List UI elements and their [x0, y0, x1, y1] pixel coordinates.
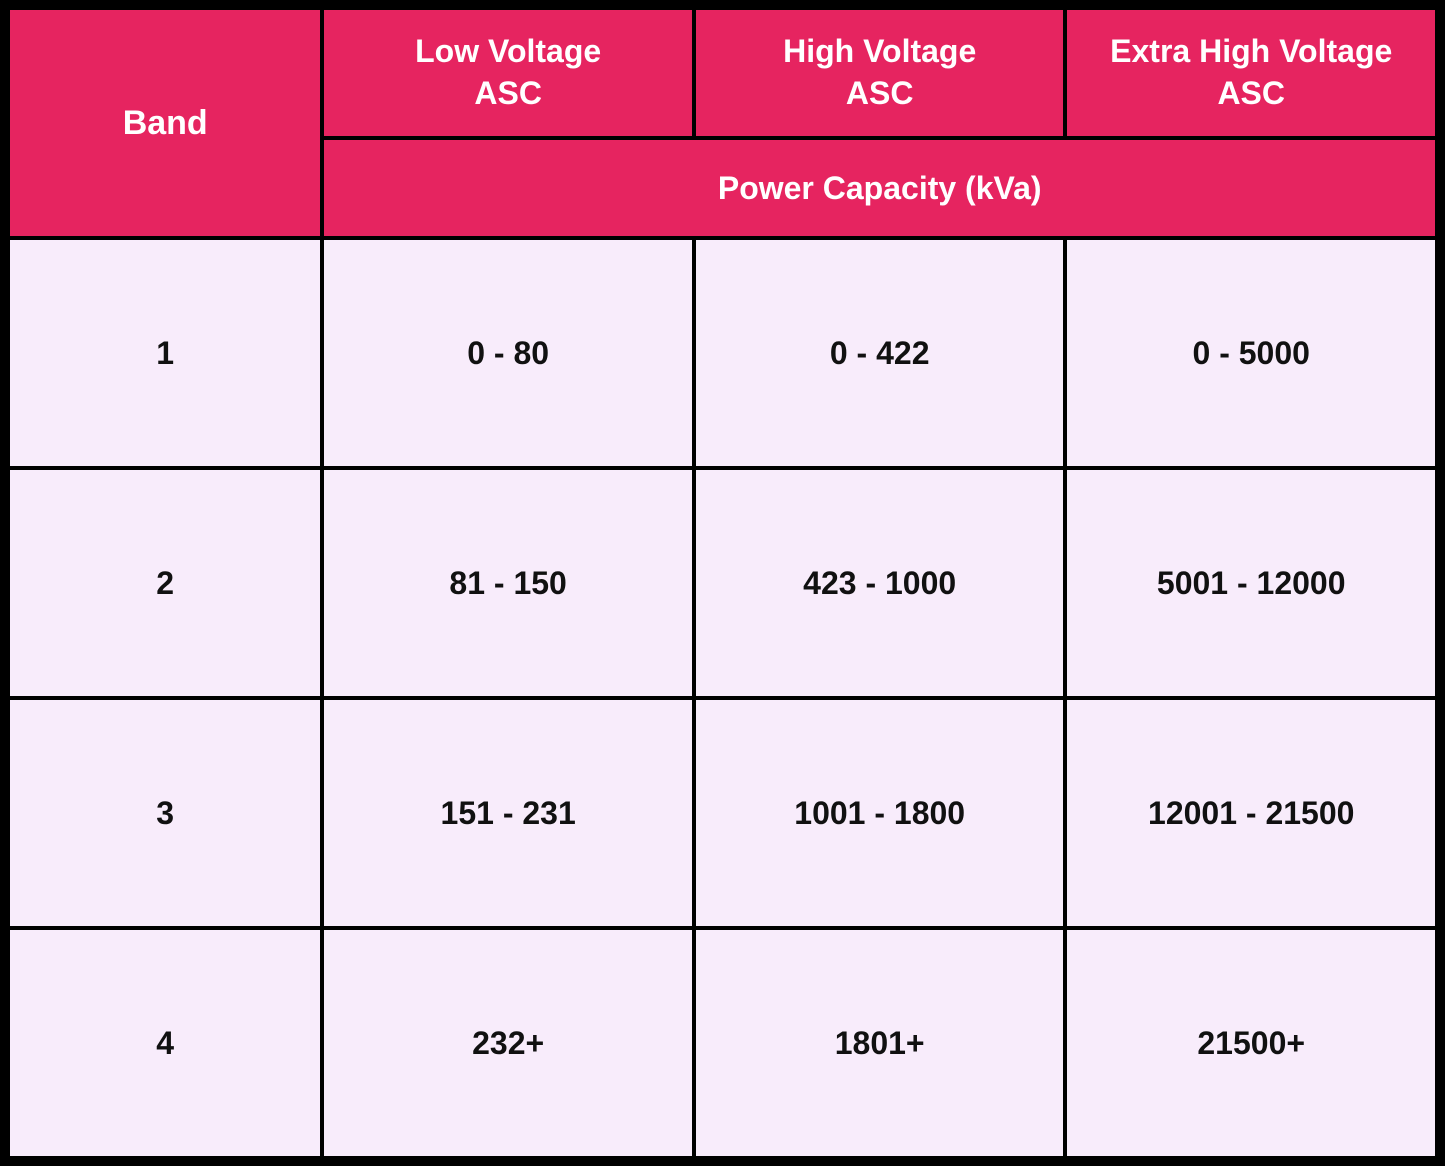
col-header-band: Band [8, 8, 322, 238]
cell-lv: 81 - 150 [322, 468, 694, 698]
cell-hv: 423 - 1000 [694, 468, 1066, 698]
table-row: 4 232+ 1801+ 21500+ [8, 928, 1437, 1158]
cell-hv: 1801+ [694, 928, 1066, 1158]
cell-ehv: 21500+ [1065, 928, 1437, 1158]
table-row: 2 81 - 150 423 - 1000 5001 - 12000 [8, 468, 1437, 698]
col-header-extra-high-voltage: Extra High VoltageASC [1065, 8, 1437, 138]
table-row: 1 0 - 80 0 - 422 0 - 5000 [8, 238, 1437, 468]
cell-hv: 1001 - 1800 [694, 698, 1066, 928]
cell-band: 3 [8, 698, 322, 928]
col-header-low-voltage: Low VoltageASC [322, 8, 694, 138]
col-header-high-voltage: High VoltageASC [694, 8, 1066, 138]
asc-band-table: Band Low VoltageASC High VoltageASC Extr… [6, 6, 1439, 1160]
cell-band: 1 [8, 238, 322, 468]
cell-hv: 0 - 422 [694, 238, 1066, 468]
cell-lv: 151 - 231 [322, 698, 694, 928]
asc-band-table-container: Band Low VoltageASC High VoltageASC Extr… [0, 0, 1445, 1166]
cell-lv: 232+ [322, 928, 694, 1158]
table-row: 3 151 - 231 1001 - 1800 12001 - 21500 [8, 698, 1437, 928]
cell-ehv: 12001 - 21500 [1065, 698, 1437, 928]
cell-band: 4 [8, 928, 322, 1158]
cell-ehv: 0 - 5000 [1065, 238, 1437, 468]
subheader-power-capacity: Power Capacity (kVa) [322, 138, 1437, 238]
cell-ehv: 5001 - 12000 [1065, 468, 1437, 698]
cell-band: 2 [8, 468, 322, 698]
cell-lv: 0 - 80 [322, 238, 694, 468]
